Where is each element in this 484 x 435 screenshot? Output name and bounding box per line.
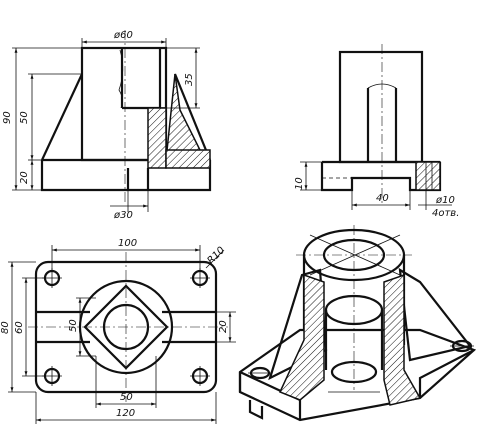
dim-bore-depth: 35 bbox=[184, 73, 195, 86]
dim-base-height: 20 bbox=[19, 171, 30, 184]
dim-side-base-height: 10 bbox=[294, 177, 305, 190]
dim-square-size: 50 bbox=[68, 319, 79, 332]
isometric-view bbox=[238, 225, 477, 422]
dim-hole-spacing: 100 bbox=[118, 238, 137, 249]
dim-overall-width: 120 bbox=[116, 408, 135, 419]
dim-bottom-diameter: ø30 bbox=[113, 210, 133, 221]
dim-overall-depth: 80 bbox=[0, 321, 11, 334]
side-view: 10 40 ø10 4отв. bbox=[294, 44, 459, 219]
dim-slot-width: 20 bbox=[218, 320, 229, 333]
dim-hole-spacing-vertical: 60 bbox=[14, 321, 25, 334]
front-view: ø60 90 50 20 35 ø30 bbox=[2, 30, 212, 221]
dim-overall-height: 90 bbox=[2, 111, 13, 124]
dim-hole-diameter: ø10 bbox=[435, 195, 455, 206]
dim-square-width-bottom: 50 bbox=[120, 392, 133, 403]
top-view: 100 R10 80 60 50 20 50 120 bbox=[0, 238, 236, 424]
dim-mid-height: 50 bbox=[19, 111, 30, 124]
dim-corner-radius: R10 bbox=[206, 245, 228, 267]
dim-top-diameter: ø60 bbox=[113, 30, 133, 41]
dim-slot-width-side: 40 bbox=[376, 193, 389, 204]
dim-hole-count: 4отв. bbox=[432, 208, 459, 219]
